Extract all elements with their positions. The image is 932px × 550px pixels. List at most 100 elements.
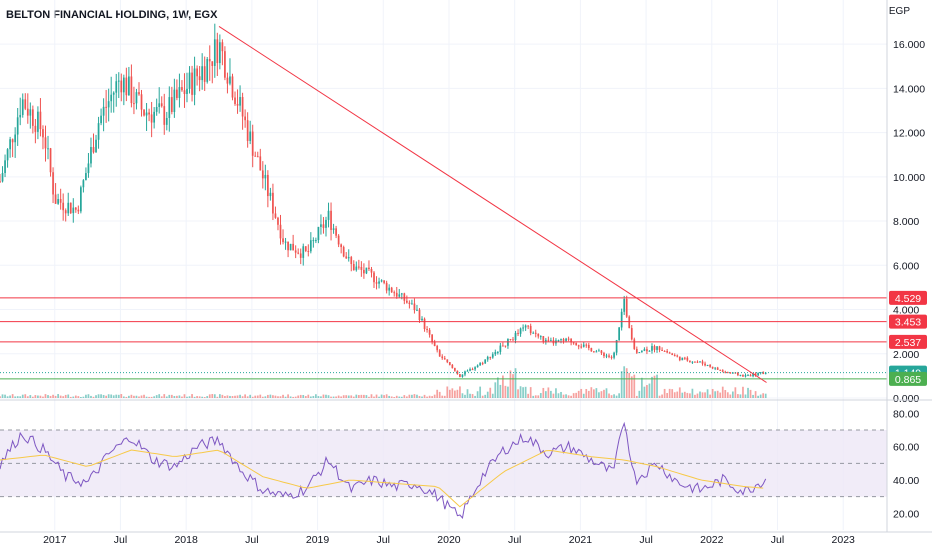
volume-bar xyxy=(666,392,669,398)
candle-body xyxy=(613,352,615,358)
volume-bar xyxy=(277,396,279,398)
volume-bar xyxy=(92,396,95,398)
candle-body xyxy=(176,89,178,98)
candle-body xyxy=(714,367,717,369)
volume-bar xyxy=(552,393,555,398)
candle-body xyxy=(390,287,393,293)
volume-bar xyxy=(267,394,269,398)
volume-bar xyxy=(231,396,234,398)
volume-bar xyxy=(80,396,82,398)
volume-bar xyxy=(31,396,34,398)
candle-body xyxy=(550,340,552,342)
x-tick-label: Jul xyxy=(771,534,784,546)
volume-bar xyxy=(393,396,396,398)
volume-bar xyxy=(342,395,345,398)
candle-body xyxy=(135,92,138,104)
volume-bar xyxy=(42,396,44,398)
volume-bar xyxy=(534,395,537,398)
x-tick-label: 2021 xyxy=(569,534,593,546)
candle-body xyxy=(335,228,337,236)
candle-body xyxy=(259,156,262,171)
volume-bar xyxy=(347,395,350,398)
candle-body xyxy=(633,339,636,349)
candle-body xyxy=(721,370,724,372)
candle-body xyxy=(208,58,211,62)
volume-bar xyxy=(264,396,267,398)
volume-bar xyxy=(544,391,547,398)
volume-bar xyxy=(517,389,519,398)
x-tick-label: 2022 xyxy=(700,534,724,546)
candle-body xyxy=(140,94,143,110)
volume-bar xyxy=(307,394,310,398)
volume-bar xyxy=(752,394,754,398)
volume-bar xyxy=(575,392,578,398)
candle-body xyxy=(234,97,236,104)
candle-body xyxy=(193,68,196,95)
candle-body xyxy=(489,356,492,358)
volume-bar xyxy=(628,372,631,398)
volume-bar xyxy=(72,396,75,398)
volume-bar xyxy=(522,387,524,398)
candle-body xyxy=(218,42,221,64)
x-tick-label: 2017 xyxy=(43,534,67,546)
candle-body xyxy=(170,97,173,112)
candle-body xyxy=(405,300,408,303)
volume-bar xyxy=(570,395,572,398)
candle-body xyxy=(357,266,360,268)
candle-body xyxy=(423,318,426,330)
volume-bar xyxy=(509,370,512,398)
candle-body xyxy=(481,363,484,365)
candle-body xyxy=(557,340,560,342)
volume-bar xyxy=(421,396,423,398)
candle-body xyxy=(150,114,153,123)
volume-bar xyxy=(102,394,105,398)
candle-body xyxy=(694,361,696,363)
volume-bar xyxy=(47,395,49,398)
candle-body xyxy=(395,292,398,297)
volume-bar xyxy=(641,377,643,398)
candle-body xyxy=(517,332,519,334)
candle-body xyxy=(567,338,570,340)
volume-bar xyxy=(181,396,183,398)
candle-body xyxy=(678,356,681,361)
candle-body xyxy=(421,318,423,321)
volume-bar xyxy=(726,392,729,398)
volume-bar xyxy=(107,394,110,398)
candle-body xyxy=(315,240,317,242)
candle-body xyxy=(196,68,198,77)
volume-bar xyxy=(653,375,656,398)
volume-bar xyxy=(368,396,370,398)
candle-body xyxy=(342,247,345,257)
volume-bar xyxy=(168,394,171,398)
rsi-tick-label: 20.00 xyxy=(893,508,919,520)
candle-body xyxy=(368,267,370,270)
volume-bar xyxy=(590,387,593,398)
volume-bar xyxy=(491,393,494,398)
candle-body xyxy=(352,264,355,271)
candle-body xyxy=(191,72,193,95)
candle-body xyxy=(14,134,17,143)
candle-body xyxy=(582,344,585,347)
candle-body xyxy=(186,88,188,95)
volume-bar xyxy=(451,388,454,398)
volume-bar xyxy=(340,396,343,398)
price-tick-label: 10.000 xyxy=(893,172,925,184)
candle-body xyxy=(244,116,246,121)
candle-body xyxy=(762,372,765,374)
candle-body xyxy=(757,373,759,376)
candle-body xyxy=(565,338,567,341)
candle-body xyxy=(413,303,416,311)
volume-bar xyxy=(496,377,499,398)
volume-bar xyxy=(330,396,332,398)
volume-bar xyxy=(138,396,140,398)
rsi-tick-label: 80.00 xyxy=(893,408,919,420)
candle-body xyxy=(491,354,494,358)
volume-bar xyxy=(603,389,605,398)
volume-bar xyxy=(304,396,307,398)
volume-bar xyxy=(469,393,471,398)
candle-body xyxy=(605,355,608,357)
candle-body xyxy=(484,359,487,364)
candle-body xyxy=(4,160,6,174)
volume-bar xyxy=(615,395,618,398)
